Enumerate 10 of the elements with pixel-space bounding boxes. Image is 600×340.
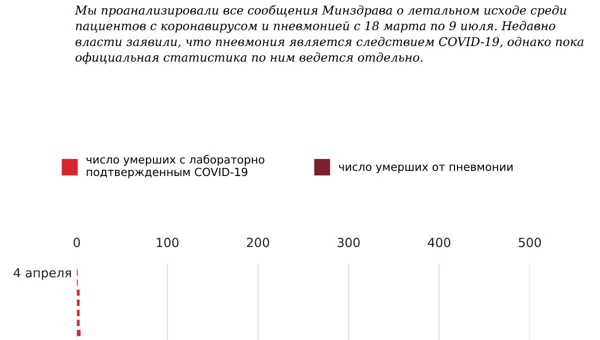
legend-label: число умерших с лабораторно подтвержденным COVID-19 (86, 154, 264, 178)
x-tick-label: 300 (338, 238, 360, 248)
legend-label: число умерших от пневмонии (339, 164, 513, 174)
x-tick-label: 400 (428, 238, 450, 248)
chart-title: Мы проанализировали все сообщения Минздрава о летальном исходе среди пациентов с коронавирусом и пневмонией с 18 марта по 9 июля. Недавно власти заявили, что пневмония является следствием COVID-19, однако пока официальная статистика по ним ведется отдельно. (74, 5, 584, 64)
y-tick-label: 4 апреля (14, 268, 71, 280)
x-tick-label: 0 (74, 238, 80, 248)
x-tick-label: 200 (246, 238, 270, 248)
x-tick-label: 500 (518, 238, 541, 248)
x-tick-label: 100 (156, 238, 178, 248)
